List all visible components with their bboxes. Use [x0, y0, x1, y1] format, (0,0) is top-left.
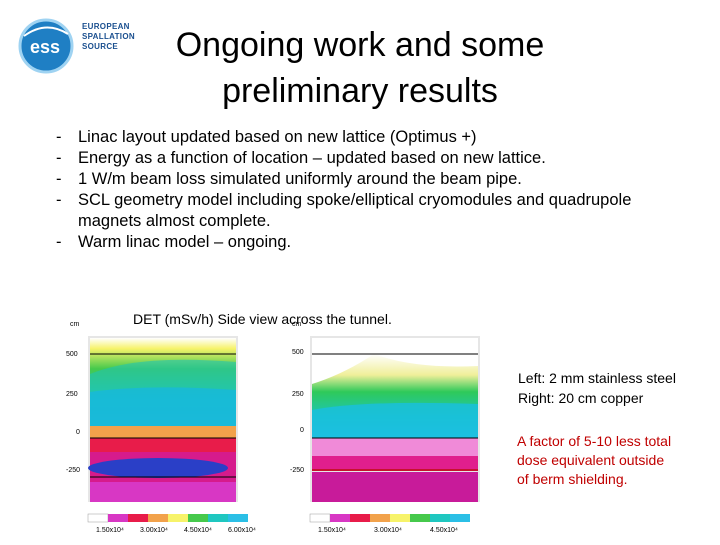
dose-map-right-graphic: cm 500 250 0 -250 1.50x10⁴ 3.00x10⁴ 4.50… [290, 321, 480, 534]
y-tick-label: 250 [66, 391, 78, 398]
dose-map-left: cm 500 250 0 -250 1.50x10⁴ 3.00x10⁴ 4.50… [48, 314, 268, 540]
axis-unit: cm [292, 321, 302, 328]
note-line: Right: 20 cm copper [518, 390, 644, 406]
figure-caption: DET (mSv/h) Side view across the tunnel. [133, 311, 392, 327]
colorbar-tick: 6.00x10⁴ [228, 527, 256, 534]
logo-line: SPALLATION [82, 32, 135, 41]
note-line: of berm shielding. [517, 471, 628, 487]
slide-title: Ongoing work and some preliminary result… [150, 22, 570, 114]
y-tick-label: 500 [66, 351, 78, 358]
colorbar-tick: 1.50x10⁴ [318, 527, 346, 534]
ess-logo-mark: ess [18, 18, 74, 74]
bullet-item: 1 W/m beam loss simulated uniformly arou… [56, 169, 656, 190]
colorbar-tick: 4.50x10⁴ [184, 527, 212, 534]
note-line: A factor of 5-10 less total [517, 433, 672, 449]
title-line: preliminary results [222, 72, 498, 110]
y-tick-label: 500 [292, 349, 304, 356]
svg-text:ess: ess [30, 37, 60, 57]
ess-logo: ess EUROPEAN SPALLATION SOURCE [18, 18, 168, 74]
bullet-item: Energy as a function of location – updat… [56, 148, 656, 169]
note-line: Left: 2 mm stainless steel [518, 370, 676, 386]
result-note: A factor of 5-10 less total dose equival… [517, 432, 712, 489]
bullet-item: Warm linac model – ongoing. [56, 232, 656, 253]
colorbar-tick: 4.50x10⁴ [430, 527, 458, 534]
logo-text: EUROPEAN SPALLATION SOURCE [82, 22, 135, 52]
y-tick-label: 250 [292, 391, 304, 398]
bullet-list: Linac layout updated based on new lattic… [56, 127, 656, 253]
logo-line: SOURCE [82, 42, 119, 51]
title-line: Ongoing work and some [175, 26, 545, 64]
colorbar-tick: 3.00x10⁴ [374, 527, 402, 534]
y-tick-label: 0 [300, 427, 304, 434]
axis-unit: cm [70, 321, 80, 328]
colorbar-tick: 1.50x10⁴ [96, 527, 124, 534]
bullet-item: SCL geometry model including spoke/ellip… [56, 190, 656, 232]
note-line: dose equivalent outside [517, 452, 665, 468]
y-tick-label: 0 [76, 429, 80, 436]
bullet-item: Linac layout updated based on new lattic… [56, 127, 656, 148]
dose-map-left-graphic: cm 500 250 0 -250 1.50x10⁴ 3.00x10⁴ 4.50… [66, 321, 256, 534]
colorbar-tick: 3.00x10⁴ [140, 527, 168, 534]
y-tick-label: -250 [290, 467, 304, 474]
materials-note: Left: 2 mm stainless steel Right: 20 cm … [518, 368, 713, 408]
dose-map-right: cm 500 250 0 -250 1.50x10⁴ 3.00x10⁴ 4.50… [264, 314, 494, 540]
y-tick-label: -250 [66, 467, 80, 474]
logo-line: EUROPEAN [82, 22, 130, 31]
